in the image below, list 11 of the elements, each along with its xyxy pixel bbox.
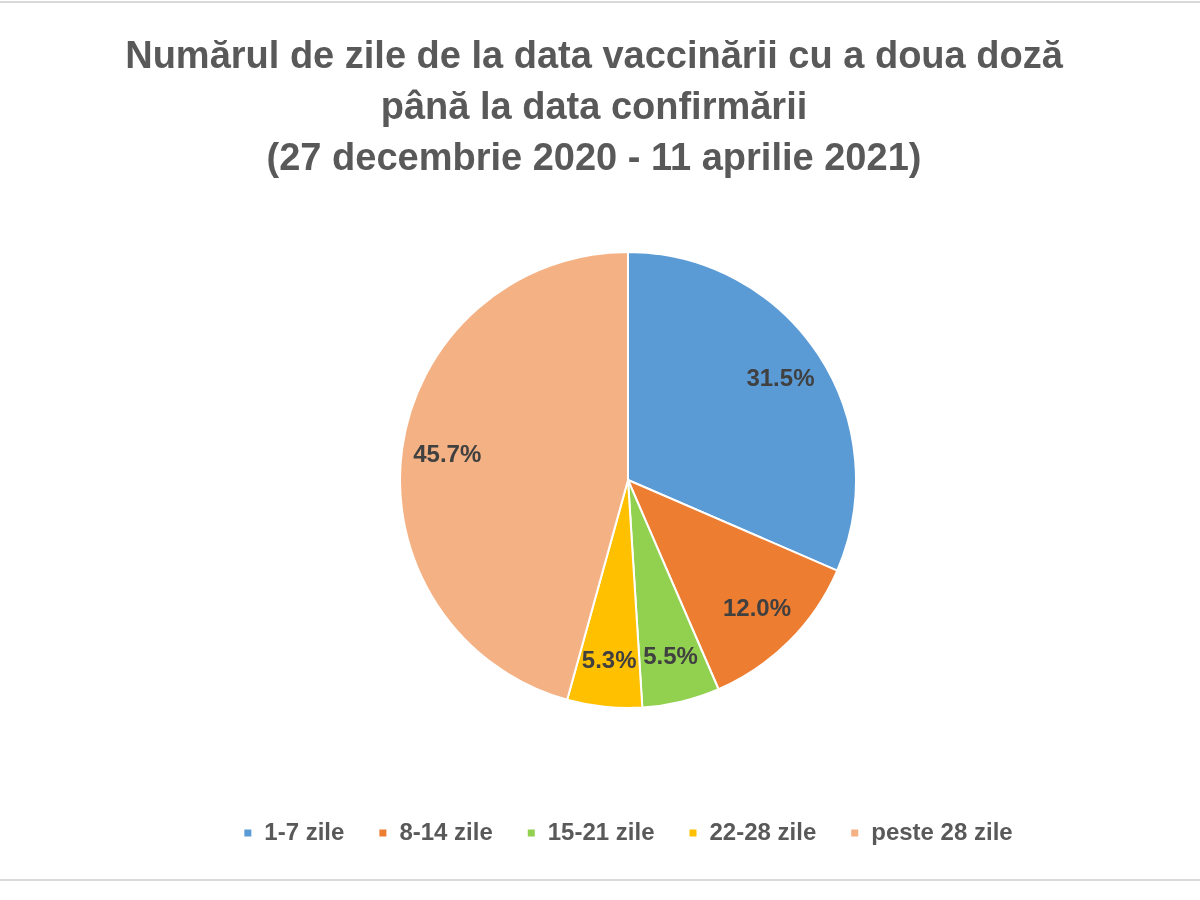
legend-label: 22-28 zile	[709, 817, 817, 845]
data-label: 31.5%	[746, 364, 815, 392]
legend-label: 1-7 zile	[264, 817, 345, 845]
chart-title: Numărul de zile de la data vaccinării cu a doua doză până la data confirmării (27 decembrie 2020 - 11 aprilie 2021)	[124, 33, 1064, 180]
legend-label: peste 28 zile	[871, 817, 1013, 845]
legend-label: 15-21 zile	[547, 817, 655, 845]
data-label: 5.5%	[643, 641, 698, 669]
data-label: 12.0%	[722, 593, 792, 621]
legend-label: 8-14 zile	[399, 817, 493, 845]
data-label: 45.7%	[413, 440, 482, 468]
data-label: 5.3%	[581, 646, 637, 674]
